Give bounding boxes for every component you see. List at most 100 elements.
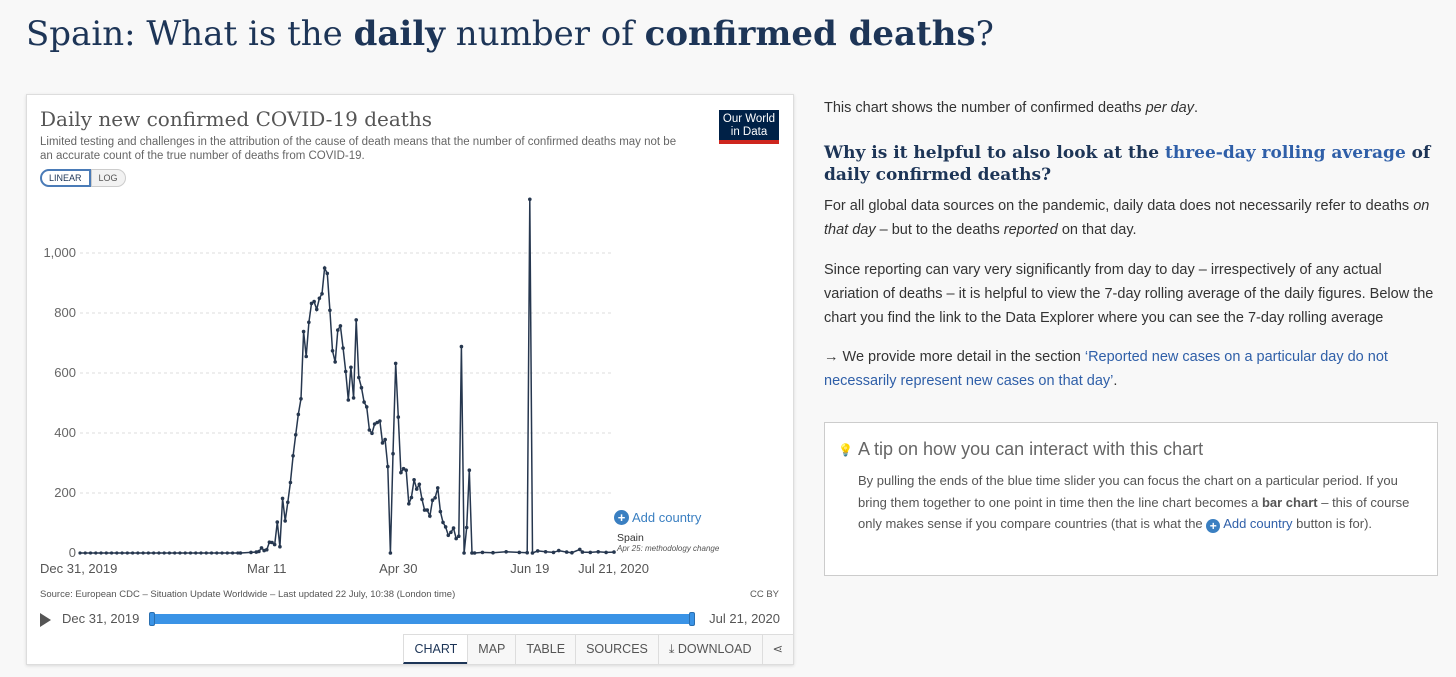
paragraph-3: → We provide more detail in the section … [824,349,1388,389]
data-point [417,482,422,487]
data-point [278,544,282,549]
data-point [317,296,322,301]
data-point [209,551,214,555]
data-point [320,292,324,296]
data-point [299,397,303,401]
tab-sources[interactable]: SOURCES [575,634,658,664]
data-point [215,551,219,555]
data-point [104,551,108,555]
data-point [230,551,235,555]
y-tick-label: 0 [69,545,76,560]
slider-end-handle[interactable] [689,612,695,626]
data-point [570,550,574,555]
reported-cases-link[interactable]: ‘Reported new cases on a particular day … [824,349,1388,389]
data-point [272,542,277,547]
tip-title: A tip on how you can interact with this … [858,439,1204,459]
data-point [354,318,359,322]
data-point [286,500,290,505]
data-point [391,451,395,456]
data-point [183,551,187,555]
data-point [375,420,380,425]
linear-scale-button[interactable]: LINEAR [40,169,91,187]
owid-logo[interactable]: Our World in Data [719,110,779,144]
data-point [420,497,424,502]
data-point [399,470,403,475]
play-icon[interactable] [40,613,51,627]
data-point [314,307,319,312]
tab-table[interactable]: TABLE [515,634,576,664]
chart-subtitle: Limited testing and challenges in the at… [40,136,677,162]
data-point [304,354,309,359]
data-point [178,551,182,555]
data-point [99,551,103,555]
data-point [343,369,348,374]
y-tick-label: 200 [54,485,76,500]
data-point [425,508,430,512]
y-tick-label: 600 [54,365,76,380]
data-point [125,551,129,555]
tip-box: 💡 A tip on how you can interact with thi… [824,422,1438,576]
section-heading: Why is it helpful to also look at the th… [824,143,1431,185]
add-country-button[interactable]: + Add country [614,510,701,525]
data-point [325,271,330,276]
data-point [362,400,366,404]
data-point [580,550,585,554]
data-point [157,551,161,555]
share-button[interactable]: ⋖ [761,634,793,664]
line-chart[interactable]: 0 200 400 600 800 1,000 Dec 31, 2019 Mar 11 Apr … [27,95,795,585]
chart-tabbar: CHART MAP TABLE SOURCES ⤓ DOWNLOAD ⋖ [403,634,793,664]
data-point [401,466,406,471]
data-point [312,299,316,304]
data-point [530,551,535,555]
data-point [328,308,332,313]
intro-text: This chart shows the number of confirmed… [824,100,1198,116]
slider-track[interactable] [149,612,695,626]
data-point [136,551,140,555]
y-tick-label: 800 [54,305,76,320]
data-point [359,385,364,390]
data-point [443,525,448,529]
tab-map[interactable]: MAP [467,634,516,664]
data-point [380,441,385,445]
data-point [188,551,193,555]
time-slider: Dec 31, 2019 Jul 21, 2020 [40,610,782,628]
data-point [372,422,377,426]
data-point [94,551,98,555]
slider-start-handle[interactable] [149,612,155,626]
data-point [225,551,229,555]
x-tick-label: Apr 30 [379,561,417,576]
log-scale-button[interactable]: LOG [90,169,126,187]
plus-circle-icon: + [614,510,629,525]
methodology-annotation: Apr 25: methodology change [617,544,720,553]
tab-download[interactable]: ⤓ DOWNLOAD [657,634,762,664]
data-point [543,550,548,554]
data-point [491,550,495,555]
data-point [383,437,387,442]
data-point [146,551,150,555]
data-point [370,431,374,436]
data-point [357,375,361,380]
rolling-average-link[interactable]: three-day rolling average [1164,143,1406,163]
data-point [349,365,353,370]
data-point [288,480,293,485]
data-point [422,508,427,512]
plus-circle-icon: + [1206,519,1221,533]
lightbulb-icon: 💡 [838,443,853,457]
data-point [414,487,419,491]
tab-chart[interactable]: CHART [403,634,468,664]
data-point [167,551,172,555]
data-point [120,551,124,555]
data-point [441,520,445,525]
data-point [367,428,372,432]
data-point [556,548,561,553]
source-line: Source: European CDC – Situation Update … [40,589,456,600]
data-point [115,551,119,555]
data-point [470,551,474,555]
data-point [588,550,593,555]
data-point [535,549,540,553]
data-point [449,530,453,535]
data-point [220,551,224,555]
data-point [604,550,608,555]
slider-start-label: Dec 31, 2019 [62,611,140,626]
tip-add-country-link[interactable]: Add country [1223,516,1293,531]
